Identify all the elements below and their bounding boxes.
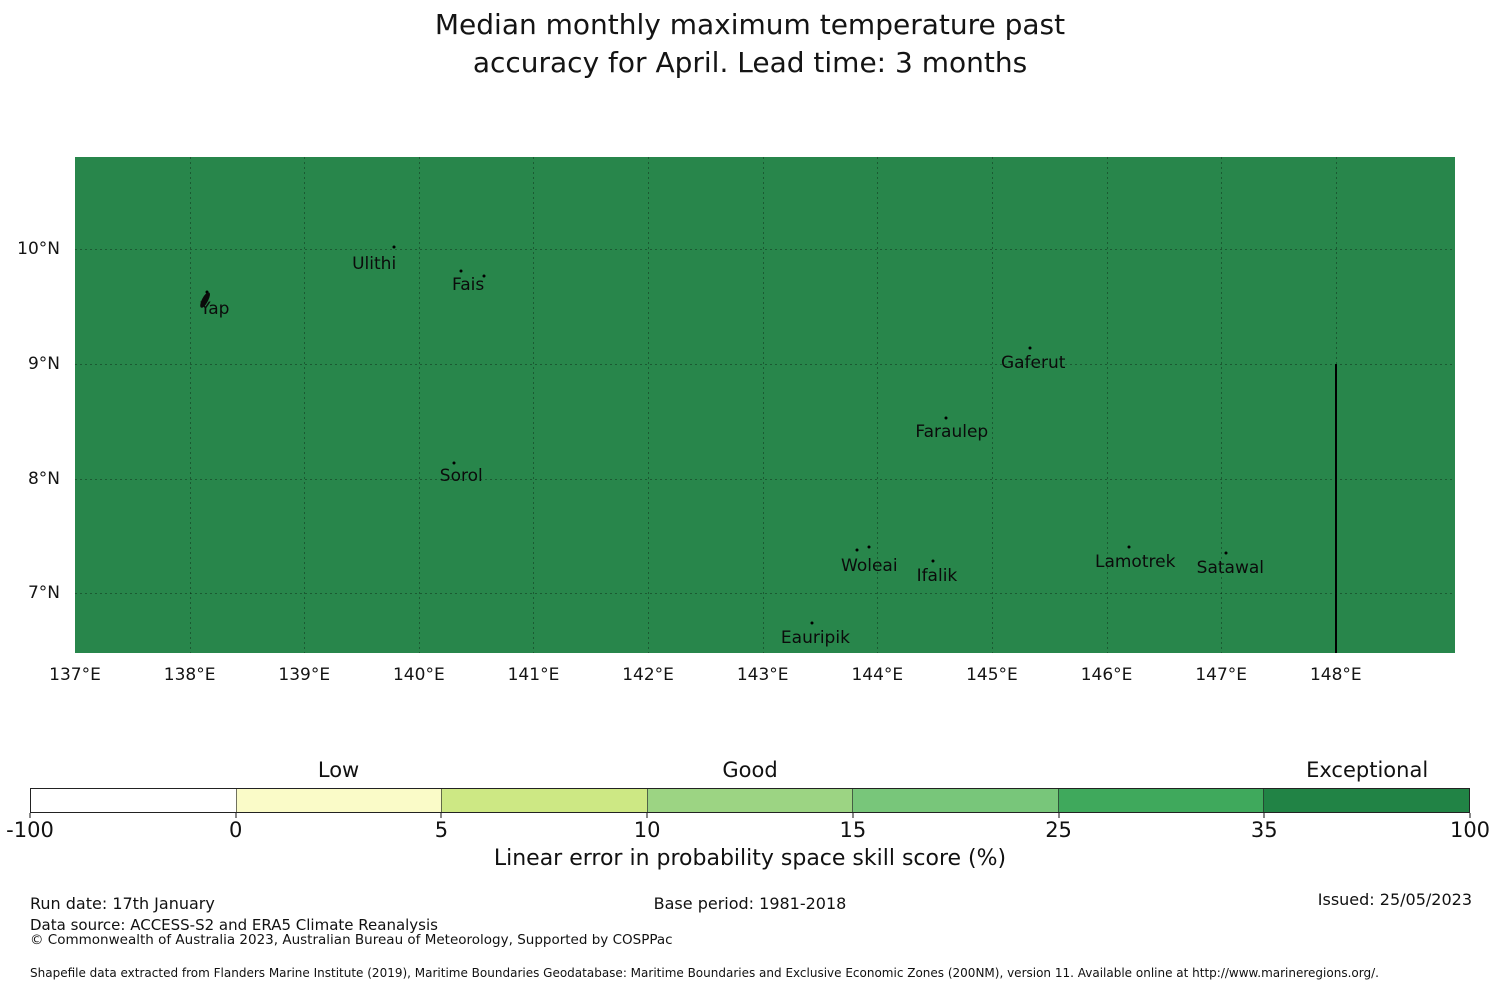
colorbar-tick [852, 813, 854, 818]
gridline-vertical [991, 157, 993, 653]
island-marker [452, 461, 456, 465]
colorbar [30, 788, 1470, 813]
chart-title-line1: Median monthly maximum temperature past [434, 8, 1066, 41]
eez-boundary-line [1334, 364, 1337, 653]
colorbar-tick-label: -100 [6, 818, 54, 842]
colorbar-category-labels: Low Good Exceptional [30, 758, 1470, 784]
colorbar-tick-label: 0 [229, 818, 243, 842]
gridline-vertical [648, 157, 650, 653]
x-tick-label: 141°E [507, 665, 560, 685]
island-marker [482, 274, 486, 278]
x-tick-label: 147°E [1195, 665, 1248, 685]
x-tick-label: 144°E [851, 665, 904, 685]
island-marker [931, 559, 935, 563]
island-label: Woleai [841, 555, 898, 576]
island-marker [867, 545, 871, 549]
chart-title: Median monthly maximum temperature past … [0, 6, 1500, 82]
colorbar-segment [31, 789, 236, 812]
x-tick-label: 148°E [1309, 665, 1362, 685]
colorbar-tick [1263, 813, 1265, 818]
gridline-vertical [418, 157, 420, 653]
colorbar-category-label: Good [722, 758, 778, 782]
island-marker [459, 269, 463, 273]
gridline-horizontal [75, 593, 1455, 595]
island-marker [1028, 346, 1032, 350]
gridline-vertical [1106, 157, 1108, 653]
data-source-text: Data source: ACCESS-S2 and ERA5 Climate … [30, 916, 438, 934]
base-period-text: Base period: 1981-2018 [653, 894, 847, 913]
island-label: Sorol [439, 466, 483, 487]
colorbar-tick [646, 813, 648, 818]
colorbar-segment [441, 789, 647, 812]
x-tick-label: 142°E [622, 665, 674, 685]
colorbar-tick [440, 813, 442, 818]
colorbar-axis-label: Linear error in probability space skill … [493, 846, 1007, 871]
island-marker [810, 621, 814, 625]
y-tick-label: 10°N [17, 239, 60, 260]
colorbar-category-label: Low [317, 758, 360, 782]
island-marker [855, 548, 859, 552]
colorbar-tick [29, 813, 31, 818]
island-label: Ifalik [916, 566, 958, 587]
colorbar-segment [852, 789, 1058, 812]
shapefile-attribution-text: Shapefile data extracted from Flanders M… [30, 966, 1379, 980]
gridline-vertical [762, 157, 764, 653]
x-tick-label: 137°E [49, 665, 101, 685]
gridline-horizontal [75, 478, 1455, 480]
island-label: Gaferut [1000, 352, 1066, 373]
island-label: Lamotrek [1094, 552, 1176, 573]
colorbar-segment [1263, 789, 1470, 812]
copyright-text: © Commonwealth of Australia 2023, Austra… [30, 932, 673, 948]
colorbar-tick-label: 35 [1250, 818, 1278, 842]
colorbar-tick-labels: -100 0 5 10 15 25 35 100 [6, 818, 1490, 842]
y-tick-label: 9°N [27, 354, 60, 374]
gridline-vertical [1221, 157, 1223, 653]
colorbar-tick-label: 10 [633, 818, 661, 842]
colorbar-segment [1057, 789, 1264, 812]
gridline-vertical [877, 157, 879, 653]
island-marker [1224, 551, 1228, 555]
colorbar-ticks [29, 813, 1471, 818]
gridline-vertical [533, 157, 535, 653]
y-axis: 10°N 9°N 8°N 7°N [0, 157, 64, 653]
island-marker [944, 416, 948, 420]
x-tick-label: 138°E [163, 665, 216, 685]
x-tick-label: 143°E [736, 665, 789, 685]
gridline-vertical [304, 157, 306, 653]
run-date-text: Run date: 17th January [30, 894, 215, 913]
colorbar-tick-label: 25 [1045, 818, 1072, 842]
island-label: Faraulep [915, 421, 989, 442]
colorbar-tick-label: 100 [1449, 818, 1491, 842]
colorbar-tick [235, 813, 237, 818]
gridline-vertical [189, 157, 191, 653]
island-label: Eauripik [780, 628, 850, 649]
island-marker [392, 245, 396, 249]
colorbar-category-label: Exceptional [1306, 758, 1429, 782]
x-axis: 137°E 138°E 139°E 140°E 141°E 142°E 143°E 144°E… [49, 665, 1455, 687]
y-tick-label: 8°N [27, 468, 60, 489]
colorbar-segment [235, 789, 442, 812]
colorbar-tick-label: 5 [434, 818, 449, 842]
island-label: Ulithi [352, 254, 397, 275]
x-tick-label: 140°E [392, 665, 445, 685]
colorbar-segment [646, 789, 853, 812]
gridline-horizontal [75, 364, 1455, 365]
colorbar-tick-label: 15 [839, 818, 867, 842]
x-tick-label: 139°E [278, 665, 331, 685]
colorbar-tick [1058, 813, 1060, 818]
y-tick-label: 7°N [27, 583, 60, 604]
x-tick-label: 145°E [966, 665, 1018, 685]
map-area: Yap Ulithi Fais Sorol Gaferut Faraulep Woleai I… [75, 157, 1455, 653]
x-tick-label: 146°E [1080, 665, 1133, 685]
island-label: Satawal [1196, 558, 1265, 579]
island-label: Fais [452, 274, 485, 295]
issued-date-text: Issued: 25/05/2023 [1317, 890, 1472, 909]
gridline-horizontal [75, 249, 1455, 251]
colorbar-tick [1469, 813, 1471, 818]
chart-title-line2: accuracy for April. Lead time: 3 months [472, 46, 1028, 79]
island-marker [1127, 545, 1131, 549]
island-label: Yap [200, 298, 230, 319]
